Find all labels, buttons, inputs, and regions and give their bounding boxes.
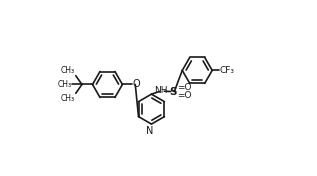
- Text: CH₃: CH₃: [58, 80, 72, 89]
- Text: S: S: [169, 87, 176, 96]
- Text: CF₃: CF₃: [220, 66, 235, 75]
- Text: CH₃: CH₃: [61, 66, 75, 75]
- Text: N: N: [146, 126, 154, 136]
- Text: O: O: [133, 80, 140, 89]
- Text: =O: =O: [177, 91, 191, 100]
- Text: NH: NH: [154, 86, 168, 95]
- Text: =O: =O: [177, 83, 191, 92]
- Text: CH₃: CH₃: [61, 94, 75, 103]
